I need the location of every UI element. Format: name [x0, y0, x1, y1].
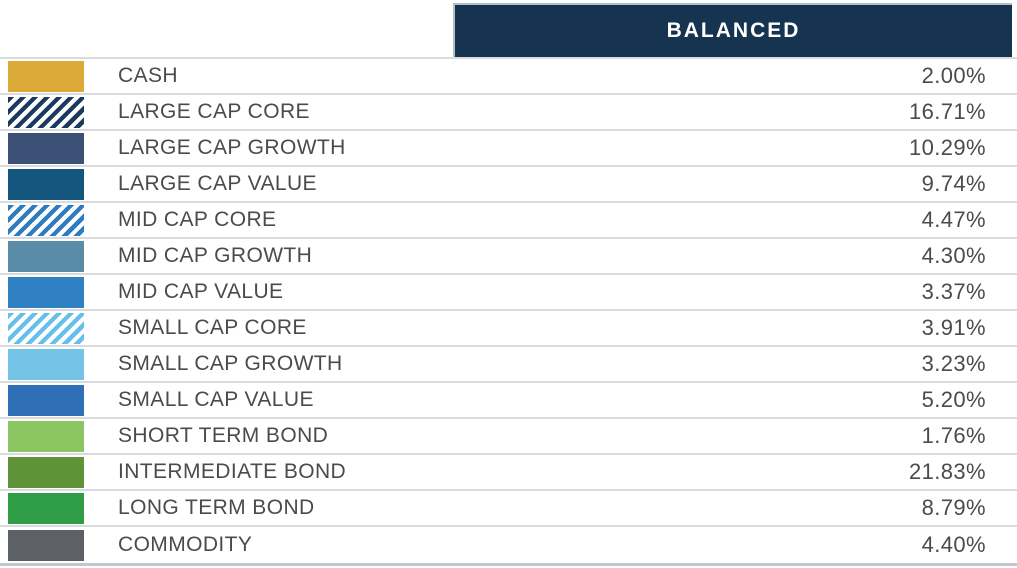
- color-swatch: [8, 312, 84, 344]
- row-value: 5.20%: [921, 387, 986, 412]
- color-swatch: [8, 240, 84, 272]
- table-row: COMMODITY 4.40%: [0, 527, 1017, 563]
- table-row: SMALL CAP CORE 3.91%: [0, 311, 1017, 347]
- row-label: LARGE CAP GROWTH: [118, 136, 346, 159]
- table-row: MID CAP GROWTH 4.30%: [0, 239, 1017, 275]
- column-header-balanced: BALANCED: [453, 3, 1012, 57]
- row-value: 3.91%: [921, 315, 986, 340]
- table-row: LARGE CAP VALUE 9.74%: [0, 167, 1017, 203]
- color-swatch: [8, 529, 84, 561]
- row-label: SMALL CAP CORE: [118, 316, 307, 339]
- row-value: 1.76%: [921, 423, 986, 448]
- allocation-table: CASH 2.00% LARGE CAP CORE 16.71% LARGE C…: [0, 57, 1017, 566]
- column-header-label: BALANCED: [666, 19, 801, 42]
- table-row: CASH 2.00%: [0, 59, 1017, 95]
- color-swatch: [8, 60, 84, 92]
- color-swatch: [8, 420, 84, 452]
- row-label: INTERMEDIATE BOND: [118, 460, 347, 483]
- row-label: MID CAP VALUE: [118, 280, 284, 303]
- row-value: 4.40%: [921, 532, 986, 557]
- row-label: LONG TERM BOND: [118, 496, 315, 519]
- table-row: LARGE CAP CORE 16.71%: [0, 95, 1017, 131]
- row-label: SHORT TERM BOND: [118, 424, 329, 447]
- color-swatch: [8, 96, 84, 128]
- table-row: MID CAP VALUE 3.37%: [0, 275, 1017, 311]
- table-row: LONG TERM BOND 8.79%: [0, 491, 1017, 527]
- row-value: 4.30%: [921, 243, 986, 268]
- row-label: CASH: [118, 64, 178, 87]
- table-row: SMALL CAP GROWTH 3.23%: [0, 347, 1017, 383]
- row-value: 21.83%: [908, 459, 986, 484]
- color-swatch: [8, 456, 84, 488]
- row-value: 8.79%: [921, 495, 986, 520]
- color-swatch: [8, 384, 84, 416]
- row-label: LARGE CAP VALUE: [118, 172, 317, 195]
- table-row: LARGE CAP GROWTH 10.29%: [0, 131, 1017, 167]
- row-label: LARGE CAP CORE: [118, 100, 310, 123]
- row-label: SMALL CAP VALUE: [118, 388, 314, 411]
- row-value: 4.47%: [921, 207, 986, 232]
- row-value: 9.74%: [921, 171, 986, 196]
- row-label: MID CAP GROWTH: [118, 244, 313, 267]
- color-swatch: [8, 132, 84, 164]
- row-value: 10.29%: [908, 135, 986, 160]
- row-label: SMALL CAP GROWTH: [118, 352, 343, 375]
- color-swatch: [8, 276, 84, 308]
- table-row: MID CAP CORE 4.47%: [0, 203, 1017, 239]
- table-row: SHORT TERM BOND 1.76%: [0, 419, 1017, 455]
- color-swatch: [8, 348, 84, 380]
- row-value: 2.00%: [921, 63, 986, 88]
- row-value: 3.23%: [921, 351, 986, 376]
- color-swatch: [8, 204, 84, 236]
- table-row: SMALL CAP VALUE 5.20%: [0, 383, 1017, 419]
- row-label: MID CAP CORE: [118, 208, 277, 231]
- color-swatch: [8, 168, 84, 200]
- row-label: COMMODITY: [118, 533, 253, 556]
- table-row: INTERMEDIATE BOND 21.83%: [0, 455, 1017, 491]
- color-swatch: [8, 492, 84, 524]
- row-value: 16.71%: [908, 99, 986, 124]
- row-value: 3.37%: [921, 279, 986, 304]
